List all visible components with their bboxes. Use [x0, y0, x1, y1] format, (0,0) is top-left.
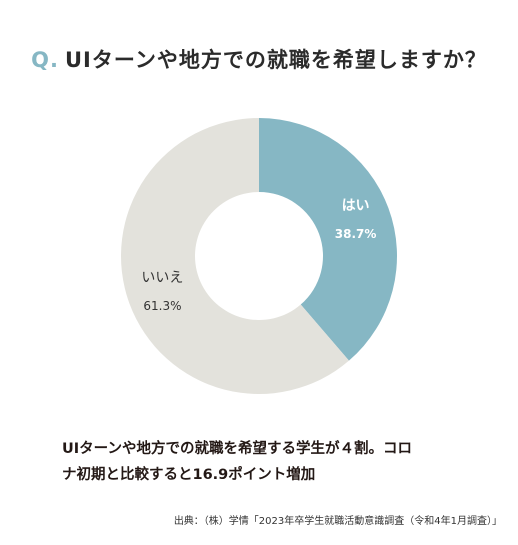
slice-value-0: 38.7% — [335, 227, 377, 241]
question-text: UIターンや地方での就職を希望しますか？ — [65, 48, 487, 72]
conclusion-line-1: UIターンや地方での就職を希望する学生が４割。コロ — [62, 441, 412, 457]
slice-label-1: いいえ — [141, 270, 183, 286]
question-prefix: Q. — [31, 48, 59, 72]
donut-slice-1 — [120, 118, 349, 394]
conclusion-line-2: ナ初期と比較すると16.9ポイント増加 — [62, 467, 316, 483]
conclusion-text: UIターンや地方での就職を希望する学生が４割。コロ ナ初期と比較すると16.9ポ… — [62, 436, 492, 488]
donut-chart: はい 38.7% いいえ 61.3% — [120, 118, 397, 394]
donut-slice-0 — [259, 118, 397, 361]
slice-label-0: はい — [342, 198, 370, 214]
question-title: Q. UIターンや地方での就職を希望しますか？ — [0, 44, 518, 74]
source-citation: 出典：（株）学情「2023年卒学生就職活動意識調査（令和4年1月調査）」 — [173, 516, 502, 527]
slice-value-1: 61.3% — [143, 299, 181, 313]
